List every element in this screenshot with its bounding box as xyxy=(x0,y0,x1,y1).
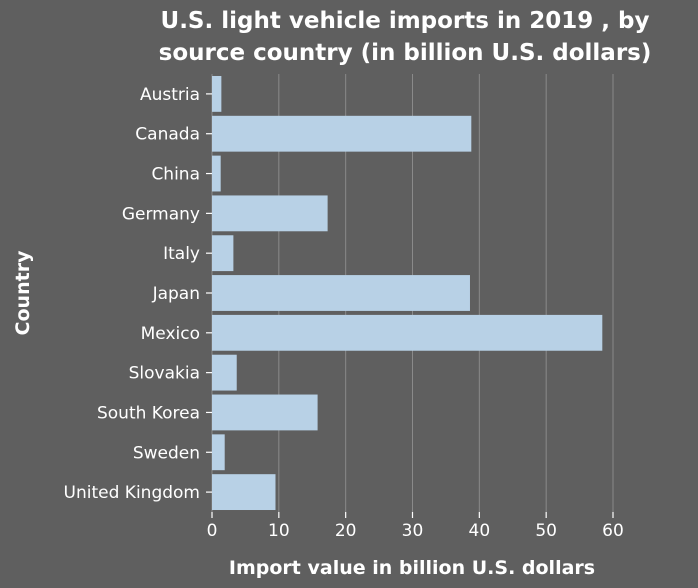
bar-germany xyxy=(212,195,328,232)
y-tick-label: Canada xyxy=(135,125,200,145)
y-axis-title: Country xyxy=(12,250,34,336)
bar-italy xyxy=(212,235,234,272)
y-tick-label: Austria xyxy=(140,85,200,105)
bar-united-kingdom xyxy=(212,474,276,511)
bar-mexico xyxy=(212,314,603,351)
chart-title-line-1: U.S. light vehicle imports in 2019 , by xyxy=(161,8,650,34)
x-tick-label: 60 xyxy=(602,521,624,541)
x-tick-label: 30 xyxy=(402,521,424,541)
x-tick-label: 40 xyxy=(469,521,491,541)
y-tick-label: South Korea xyxy=(97,403,200,423)
bar-canada xyxy=(212,115,472,152)
y-tick-label: Japan xyxy=(152,284,200,304)
x-tick-label: 0 xyxy=(207,521,218,541)
x-tick-label: 20 xyxy=(335,521,357,541)
y-tick-label: Mexico xyxy=(141,324,200,344)
bar-slovakia xyxy=(212,354,237,391)
bar-japan xyxy=(212,275,470,311)
x-tick-label: 50 xyxy=(535,521,557,541)
x-tick-label: 10 xyxy=(268,521,290,541)
y-tick-label: Sweden xyxy=(133,443,200,463)
chart-title-line-2: source country (in billion U.S. dollars) xyxy=(159,40,652,66)
bar-austria xyxy=(212,75,222,112)
y-tick-label: Slovakia xyxy=(129,364,200,384)
y-tick-label: Germany xyxy=(122,204,200,224)
y-tick-label: United Kingdom xyxy=(64,483,200,503)
x-axis-title: Import value in billion U.S. dollars xyxy=(229,557,595,579)
y-axis: Austria Canada China Germany Italy Japan Mexic… xyxy=(64,85,212,503)
y-tick-label: Italy xyxy=(163,244,200,264)
x-axis: 0 10 20 30 40 50 60 xyxy=(207,512,624,541)
bar-sweden xyxy=(212,434,225,471)
bar-china xyxy=(212,155,221,192)
y-tick-label: China xyxy=(151,165,200,185)
bar-south-korea xyxy=(212,394,318,431)
bars xyxy=(212,75,603,511)
